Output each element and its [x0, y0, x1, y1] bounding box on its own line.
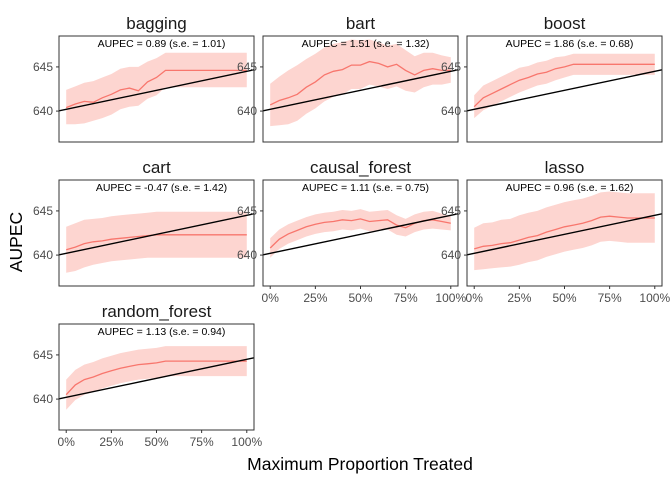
- y-tick-label: 645: [33, 204, 53, 218]
- panel-title: boost: [544, 14, 586, 33]
- y-tick-label: 640: [33, 392, 53, 406]
- x-tick-label: 75%: [598, 291, 622, 305]
- panel-plot-area: [467, 53, 662, 119]
- aupec-annotation: AUPEC = 0.89 (s.e. = 1.01): [98, 38, 226, 50]
- y-tick-label: 645: [441, 204, 461, 218]
- reference-line: [467, 69, 662, 112]
- reference-line: [263, 69, 458, 112]
- facet-panel-random-forest: random_forest AUPEC = 1.13 (s.e. = 0.94) 6…: [33, 302, 262, 449]
- aupec-annotation: AUPEC = 1.51 (s.e. = 1.32): [302, 38, 430, 50]
- facet-panel-boost: boost AUPEC = 1.86 (s.e. = 0.68) 640 645: [441, 14, 663, 143]
- y-tick-label: 640: [33, 248, 53, 262]
- aupec-annotation: AUPEC = 1.11 (s.e. = 0.75): [302, 182, 429, 194]
- panel-plot-area: [59, 346, 254, 410]
- x-tick-label: 75%: [394, 291, 418, 305]
- y-tick-label: 640: [441, 248, 461, 262]
- aupec-curve: [474, 215, 655, 250]
- panel-border: [58, 179, 255, 287]
- panel-title: random_forest: [102, 302, 212, 321]
- x-axis-title: Maximum Proportion Treated: [247, 454, 473, 474]
- aupec-annotation: AUPEC = 1.86 (s.e. = 0.68): [506, 38, 634, 50]
- reference-line: [467, 213, 662, 256]
- x-tick-label: 100%: [435, 291, 466, 305]
- panel-border: [262, 35, 459, 143]
- panel-plot-area: [59, 211, 254, 273]
- aupec-curve: [65, 69, 247, 109]
- x-tick-label: 50%: [144, 435, 168, 449]
- aupec-curve: [269, 60, 451, 106]
- panel-border: [58, 35, 255, 143]
- y-tick-label: 640: [441, 104, 461, 118]
- reference-line: [59, 213, 254, 256]
- facet-panel-causal-forest: causal_forest AUPEC = 1.11 (s.e. = 0.75) 6…: [237, 158, 466, 305]
- y-tick-label: 640: [237, 104, 257, 118]
- aupec-annotation: AUPEC = 0.96 (s.e. = 1.62): [506, 182, 634, 194]
- facet-panel-bagging: bagging AUPEC = 0.89 (s.e. = 1.01) 640 645: [33, 14, 255, 143]
- x-tick-label: 100%: [231, 435, 262, 449]
- aupec-annotation: AUPEC = 1.13 (s.e. = 0.94): [98, 326, 226, 338]
- x-tick-label: 0%: [466, 291, 484, 305]
- x-tick-label: 0%: [262, 291, 280, 305]
- aupec-curve: [473, 63, 655, 108]
- y-tick-label: 645: [33, 348, 53, 362]
- y-tick-label: 640: [237, 248, 257, 262]
- x-tick-label: 50%: [552, 291, 576, 305]
- y-tick-label: 645: [237, 60, 257, 74]
- confidence-band: [66, 211, 247, 273]
- confidence-band: [270, 209, 451, 258]
- confidence-band: [270, 39, 451, 127]
- panel-title: cart: [142, 158, 171, 177]
- confidence-band: [66, 346, 247, 410]
- facet-panel-lasso: lasso AUPEC = 0.96 (s.e. = 1.62) 640 645 0% 2…: [441, 158, 670, 305]
- reference-line: [59, 69, 254, 112]
- y-tick-label: 640: [33, 104, 53, 118]
- panel-title: bart: [346, 14, 376, 33]
- confidence-band: [474, 191, 655, 271]
- panel-title: causal_forest: [310, 158, 411, 177]
- panel-plot-area: [467, 191, 662, 271]
- panel-plot-area: [263, 39, 458, 127]
- x-tick-label: 25%: [507, 291, 531, 305]
- reference-line: [263, 213, 458, 256]
- x-tick-label: 25%: [99, 435, 123, 449]
- y-tick-label: 645: [441, 60, 461, 74]
- x-tick-label: 75%: [190, 435, 214, 449]
- reference-line: [59, 357, 254, 400]
- facet-panel-cart: cart AUPEC = -0.47 (s.e. = 1.42) 640 645: [33, 158, 255, 287]
- panel-plot-area: [263, 209, 458, 258]
- panel-plot-area: [59, 52, 254, 125]
- x-tick-label: 0%: [58, 435, 76, 449]
- panel-title: lasso: [545, 158, 585, 177]
- y-tick-label: 645: [33, 60, 53, 74]
- x-tick-label: 25%: [303, 291, 327, 305]
- panel-border: [466, 35, 663, 143]
- aupec-annotation: AUPEC = -0.47 (s.e. = 1.42): [96, 182, 227, 194]
- y-tick-label: 645: [237, 204, 257, 218]
- aupec-curve: [65, 360, 247, 396]
- confidence-band: [474, 53, 655, 119]
- x-tick-label: 50%: [348, 291, 372, 305]
- x-tick-label: 100%: [639, 291, 670, 305]
- y-axis-title: AUPEC: [6, 212, 26, 272]
- facet-panel-bart: bart AUPEC = 1.51 (s.e. = 1.32) 640 645: [237, 14, 459, 143]
- panel-title: bagging: [126, 14, 187, 33]
